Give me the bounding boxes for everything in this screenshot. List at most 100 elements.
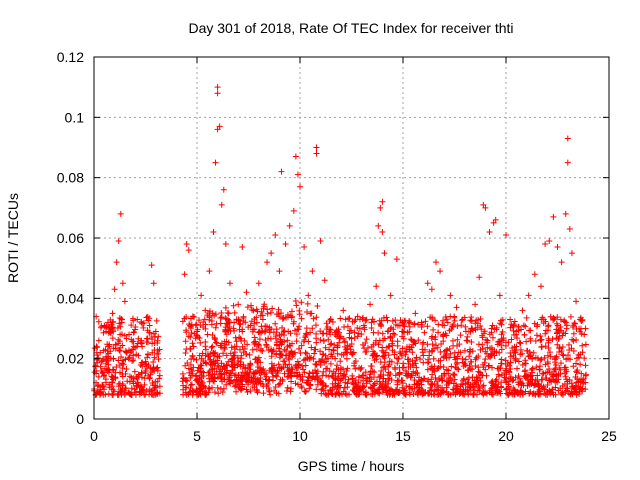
data-point-background (400, 321, 407, 328)
data-point-background (154, 378, 161, 385)
data-point-background (125, 355, 132, 362)
data-point-background (331, 341, 338, 348)
data-point-background (502, 357, 509, 364)
data-point-background (277, 338, 284, 345)
data-point-background (399, 333, 406, 340)
data-point-background (349, 387, 356, 394)
data-point (119, 280, 126, 287)
data-point (117, 210, 124, 217)
data-point (379, 228, 386, 235)
data-point-background (156, 375, 163, 382)
data-point-background (532, 338, 539, 345)
data-point-background (257, 359, 264, 366)
data-point-background (392, 372, 399, 379)
data-point (542, 241, 549, 248)
data-point-background (194, 376, 201, 383)
data-point-background (507, 359, 514, 366)
data-point-background (183, 327, 190, 334)
data-point-background (275, 381, 282, 388)
data-point-background (475, 316, 482, 323)
data-point-background (148, 369, 155, 376)
data-point-background (502, 386, 509, 393)
data-point-background (581, 355, 588, 362)
data-point-background (300, 357, 307, 364)
data-point-background (557, 385, 564, 392)
data-point-background (354, 333, 361, 340)
data-point-background (538, 343, 545, 350)
data-point-background (363, 336, 370, 343)
data-point-background (278, 310, 285, 317)
data-point-background (298, 342, 305, 349)
data-point-background (344, 345, 351, 352)
data-point (214, 84, 221, 91)
data-point-background (335, 366, 342, 373)
data-point-background (295, 326, 302, 333)
data-point-background (204, 351, 211, 358)
data-point-background (496, 373, 503, 380)
data-point-background (134, 382, 141, 389)
data-point-background (544, 359, 551, 366)
data-point-background (322, 352, 329, 359)
data-point-background (145, 372, 152, 379)
data-point-background (533, 332, 540, 339)
data-point-background (357, 366, 364, 373)
data-point-background (403, 348, 410, 355)
data-point-background (309, 325, 316, 332)
data-point-background (232, 382, 239, 389)
data-point-background (563, 385, 570, 392)
data-point-background (515, 358, 522, 365)
data-point-background (477, 346, 484, 353)
data-point-background (211, 365, 218, 372)
data-point-background (451, 354, 458, 361)
data-point-background (355, 383, 362, 390)
data-point-background (207, 361, 214, 368)
data-point-background (236, 326, 243, 333)
data-point (243, 289, 250, 296)
data-point-background (100, 355, 107, 362)
data-point-background (531, 320, 538, 327)
data-point-background (425, 377, 432, 384)
data-point-background (319, 385, 326, 392)
data-point-background (236, 320, 243, 327)
data-point-background (579, 342, 586, 349)
data-point-background (305, 374, 312, 381)
data-point-background (388, 324, 395, 331)
data-point-background (335, 373, 342, 380)
data-point-background (205, 369, 212, 376)
data-point-background (569, 336, 576, 343)
data-point-background (443, 351, 450, 358)
data-point-background (315, 358, 322, 365)
data-point-background (496, 338, 503, 345)
data-point-background (497, 365, 504, 372)
data-point (554, 244, 561, 251)
data-point-background (437, 363, 444, 370)
data-point-background (232, 334, 239, 341)
data-point-background (399, 345, 406, 352)
data-point-background (298, 299, 305, 306)
data-point-background (566, 341, 573, 348)
data-point (490, 219, 497, 226)
data-point-background (135, 352, 142, 359)
data-point-background (109, 383, 116, 390)
data-point-background (297, 349, 304, 356)
data-point-background (179, 378, 186, 385)
data-point-background (287, 330, 294, 337)
data-point-background (244, 304, 251, 311)
data-point-background (582, 341, 589, 348)
data-point-background (108, 373, 115, 380)
data-point-background (107, 330, 114, 337)
data-point-background (202, 346, 209, 353)
data-point-background (327, 360, 334, 367)
data-point (148, 262, 155, 269)
data-point-background (117, 344, 124, 351)
data-point-background (153, 390, 160, 397)
data-point-background (240, 318, 247, 325)
data-point-background (360, 384, 367, 391)
data-point-background (425, 390, 432, 397)
data-point-background (218, 310, 225, 317)
data-point-background (373, 337, 380, 344)
data-point-background (409, 349, 416, 356)
data-point-background (522, 367, 529, 374)
data-point-background (449, 323, 456, 330)
data-point-background (138, 384, 145, 391)
